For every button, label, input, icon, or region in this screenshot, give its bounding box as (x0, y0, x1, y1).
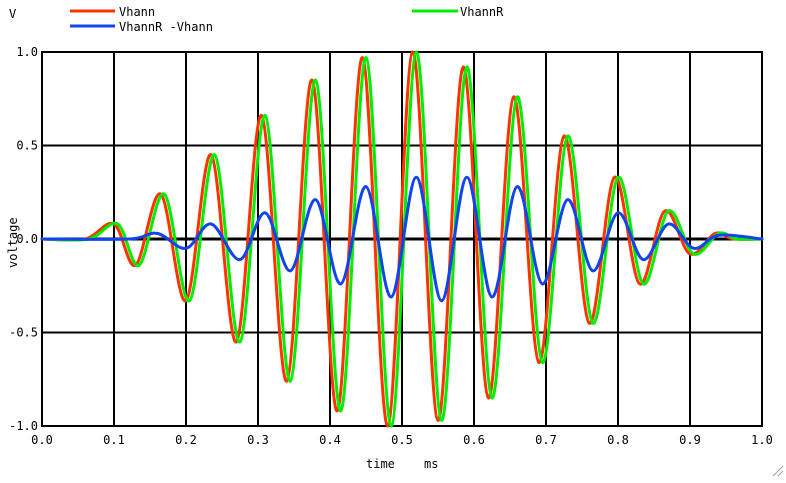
legend-label-vhannr[interactable]: VhannR (460, 5, 504, 19)
x-tick-label: 0.8 (607, 433, 629, 447)
legend-label-vhann[interactable]: Vhann (119, 5, 155, 19)
x-tick-label: 0.2 (175, 433, 197, 447)
axes: 0.0 0.1 0.2 0.3 0.4 0.5 0.6 0.7 0.8 0.9 1.0 1.0 0.5 0… (9, 45, 773, 447)
x-tick-label: 0.6 (463, 433, 485, 447)
legend-label-diff[interactable]: VhannR -Vhann (119, 20, 213, 34)
legend: Vhann VhannR -Vhann VhannR (70, 5, 504, 34)
y-tick-label: -0.5 (9, 326, 38, 340)
x-tick-label: 1.0 (751, 433, 773, 447)
x-tick-label: 0.9 (679, 433, 701, 447)
resize-grip-icon[interactable] (770, 463, 784, 477)
series-line-vhann (40, 50, 764, 428)
x-tick-label: 0.1 (103, 433, 125, 447)
series-line-diff (40, 175, 764, 303)
x-tick-label: 0.3 (247, 433, 269, 447)
x-tick-label: 0.0 (31, 433, 53, 447)
series-layer (40, 50, 764, 428)
y-axis-title: voltage (6, 217, 20, 268)
y-tick-label: 1.0 (16, 45, 38, 59)
x-axis-title-quantity: time (366, 457, 395, 471)
x-tick-label: 0.5 (391, 433, 413, 447)
x-tick-label: 0.7 (535, 433, 557, 447)
y-tick-label: 0.5 (16, 139, 38, 153)
x-tick-label: 0.4 (319, 433, 341, 447)
y-tick-label: 0.0 (16, 232, 38, 246)
x-axis-title-unit: ms (424, 457, 438, 471)
series-line-vhannr (40, 50, 764, 428)
y-unit-label: V (9, 7, 16, 21)
y-tick-label: -1.0 (9, 419, 38, 433)
